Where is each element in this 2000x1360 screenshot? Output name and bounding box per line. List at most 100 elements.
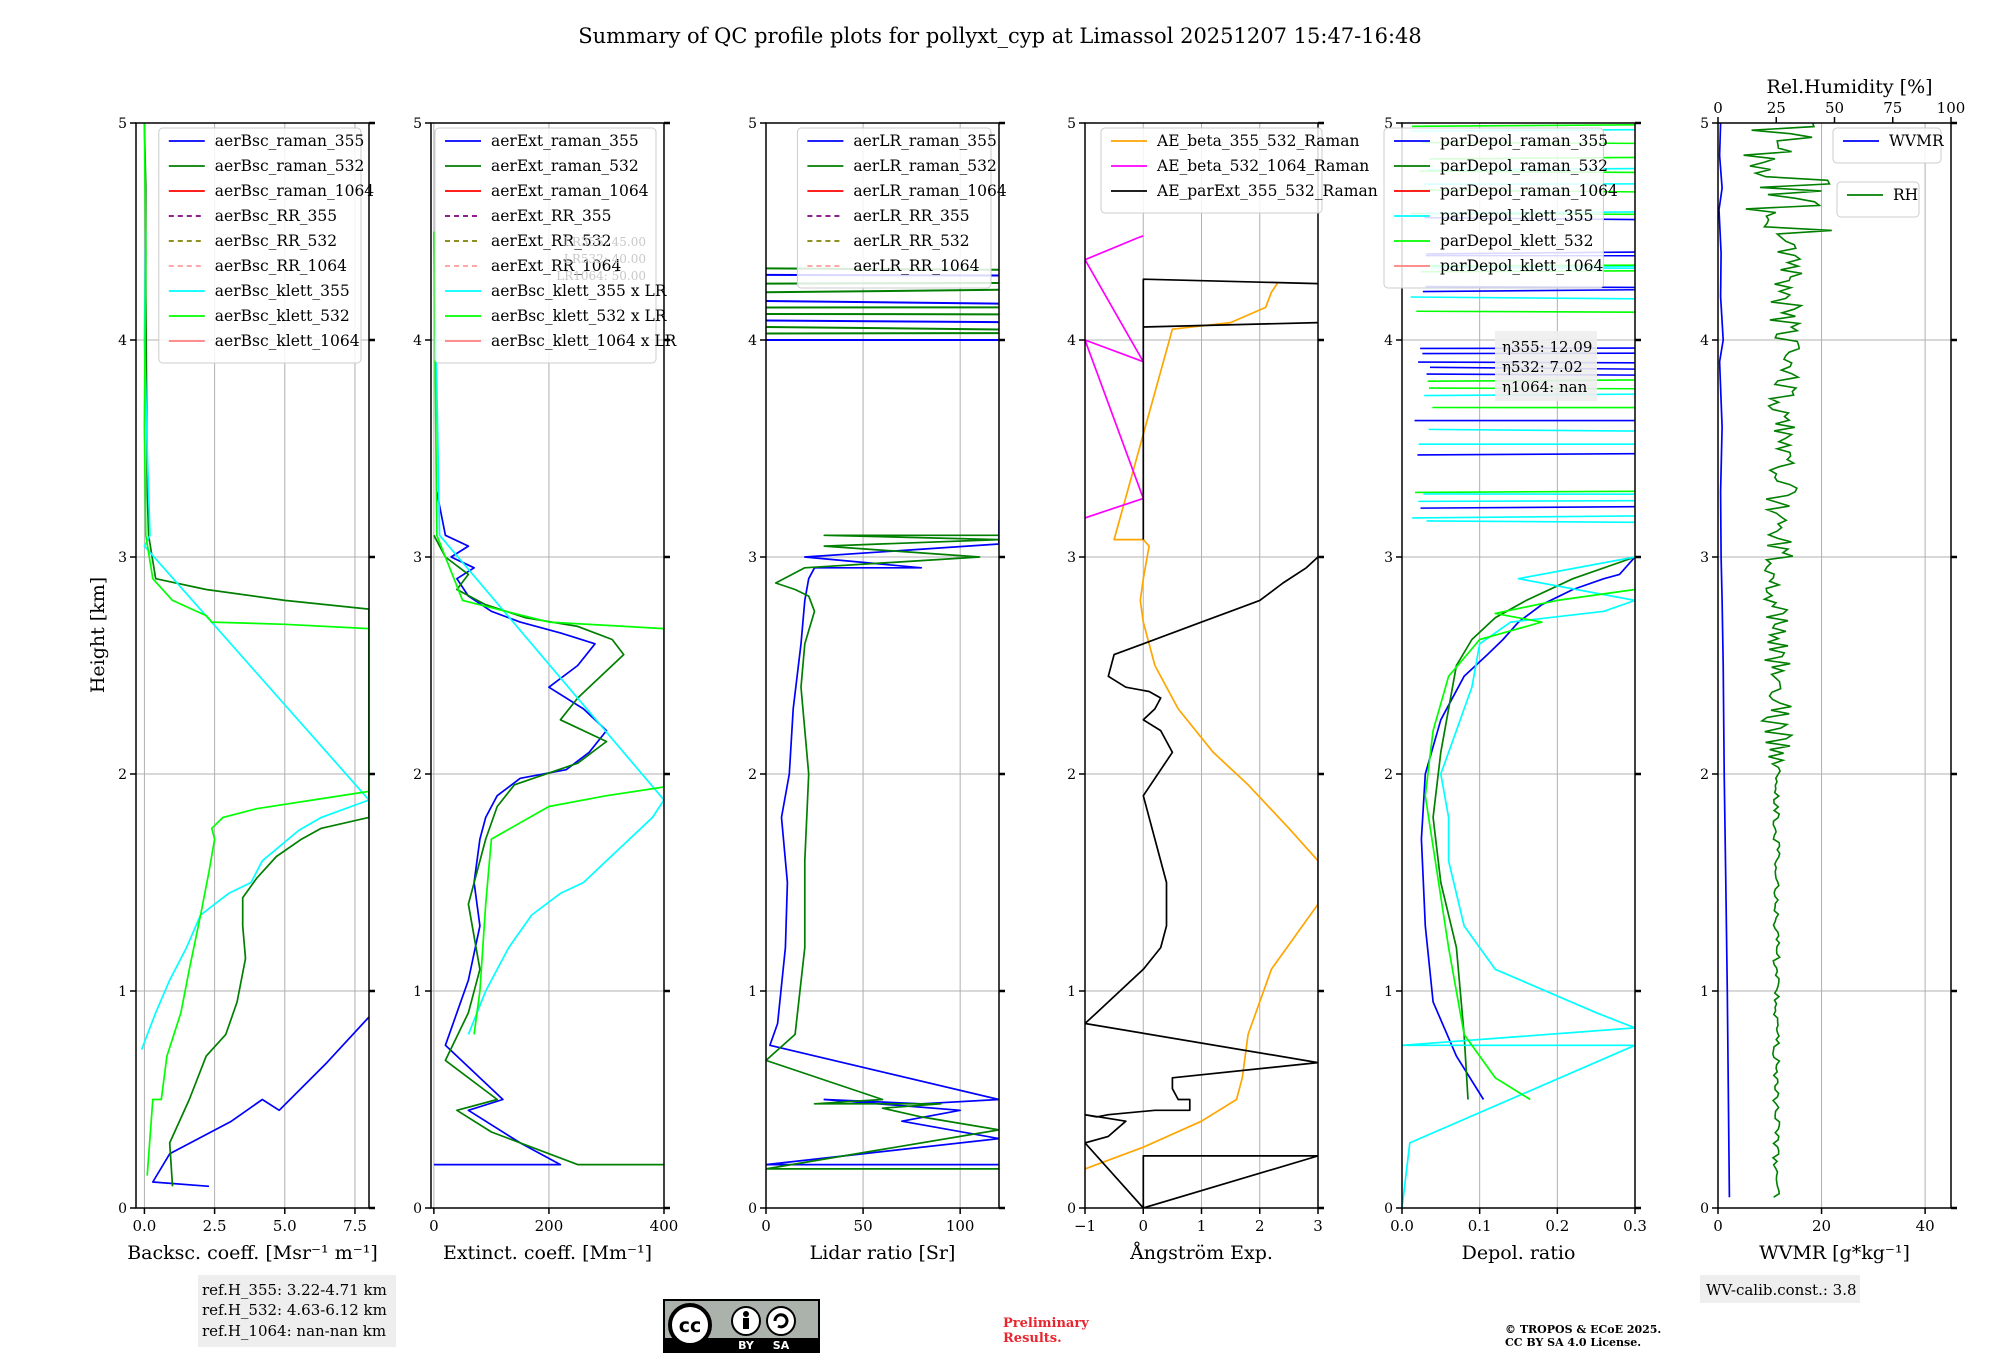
- xtick-label-3: 0.3: [1623, 1217, 1647, 1235]
- legend-box: [1836, 181, 1920, 218]
- xtick-label-0: 0: [761, 1217, 771, 1235]
- legend-label-0: aerBsc_raman_355: [215, 132, 365, 150]
- legend-label-3: parDepol_klett_355: [1440, 207, 1593, 225]
- legend-label-7: aerBsc_klett_532 x LR: [491, 307, 668, 325]
- legend-box: [158, 127, 362, 364]
- legend-label-5: aerExt_RR_1064: [491, 257, 622, 275]
- wv-calib-const: WV-calib.const.: 3.8: [1706, 1281, 1857, 1299]
- panel-bsc: 0 1 2 3 4 5 0.0 2.5 5.0 7.5 Backsc. coeff. [Msr⁻¹ …: [118, 116, 378, 1264]
- depol-noise-band-2: [1417, 452, 1635, 456]
- xtick-label-3: 7.5: [343, 1217, 367, 1235]
- ytick-label-0: 0: [1700, 1201, 1709, 1217]
- legend-label-0: aerExt_raman_355: [491, 132, 639, 150]
- eta-annotation-2: η1064: nan: [1502, 378, 1588, 396]
- lr-noise-band-2: [766, 325, 999, 331]
- lr-annotation-2: LR1064: 50.00: [556, 269, 646, 283]
- xtick-label-0: 0.0: [1390, 1217, 1414, 1235]
- legend-box: [434, 127, 657, 364]
- series-ext-6: [433, 231, 664, 1035]
- xtick-label-1: 200: [535, 1217, 564, 1235]
- xlabel: Ångström Exp.: [1129, 1242, 1273, 1264]
- ytick-label-4: 4: [1067, 333, 1076, 349]
- series-lr: [766, 267, 999, 1170]
- top-xtick-label-0: 0: [1713, 99, 1723, 117]
- xtick-label-1: 2.5: [203, 1217, 227, 1235]
- legend-box: [1100, 127, 1323, 214]
- top-xtick-label-1: 25: [1767, 99, 1786, 117]
- eta-annotation-box: [1495, 331, 1597, 401]
- depol-noise-band-24: [1410, 296, 1635, 300]
- ytick-label-0: 0: [118, 1201, 127, 1217]
- legend-label-1: AE_beta_532_1064_Raman: [1156, 157, 1369, 175]
- xtick-label-2: 0.2: [1545, 1217, 1569, 1235]
- legend-label-5: parDepol_klett_1064: [1440, 257, 1603, 275]
- xtick-label-0: 0: [429, 1217, 439, 1235]
- lr-noise-band-7: [766, 288, 999, 294]
- attribution-head: [743, 1311, 749, 1317]
- series-ae: [1085, 235, 1318, 1208]
- ytick-label-2: 2: [413, 767, 422, 783]
- share-alike-icon: [766, 1306, 796, 1336]
- xlabel: Extinct. coeff. [Mm⁻¹]: [443, 1242, 652, 1264]
- ytick-label-3: 3: [748, 550, 757, 566]
- xlabel: WVMR [g*kg⁻¹]: [1759, 1242, 1910, 1264]
- ytick-label-0: 0: [413, 1201, 422, 1217]
- depol-noise-band-32: [1422, 288, 1635, 293]
- copyright-line-1: © TROPOS & ECoE 2025.: [1505, 1323, 1661, 1336]
- legend-label-1: aerExt_raman_532: [491, 157, 639, 175]
- depol-noise-band-28: [1411, 123, 1635, 128]
- ytick-label-1: 1: [1067, 984, 1076, 1000]
- ytick-label-5: 5: [118, 116, 127, 132]
- legend-label-3: aerBsc_RR_355: [215, 207, 337, 225]
- legend-box: [1383, 127, 1604, 289]
- legend-label-4: parDepol_klett_532: [1440, 232, 1593, 250]
- ytick-label-2: 2: [1067, 767, 1076, 783]
- legend-label-4: aerLR_RR_532: [853, 232, 969, 250]
- xtick-label-0: −1: [1074, 1217, 1096, 1235]
- ytick-label-2: 2: [118, 767, 127, 783]
- ytick-label-3: 3: [413, 550, 422, 566]
- axes-frame: [1401, 122, 1636, 1209]
- depol-noise-band-21: [1426, 520, 1635, 524]
- xtick-label-1: 20: [1812, 1217, 1831, 1235]
- ytick-label-4: 4: [1384, 333, 1393, 349]
- xtick-label-1: 50: [854, 1217, 873, 1235]
- legend-label-3: aerExt_RR_355: [491, 207, 612, 225]
- xtick-label-2: 1: [1197, 1217, 1207, 1235]
- legend-label-2: aerExt_raman_1064: [491, 182, 649, 200]
- copyright-line-2: CC BY SA 4.0 License.: [1505, 1336, 1641, 1349]
- cc-by-label: BY: [738, 1339, 755, 1352]
- legend-label-1: aerLR_raman_532: [853, 157, 996, 175]
- legend-label-0: aerLR_raman_355: [853, 132, 996, 150]
- lr-annotation-0: LR355: 45.00: [564, 235, 646, 249]
- legend-label-5: aerLR_RR_1064: [853, 257, 979, 275]
- xtick-label-0: 0.0: [132, 1217, 156, 1235]
- legend-label-7: aerBsc_klett_532: [215, 307, 350, 325]
- top-xtick-label-4: 100: [1937, 99, 1966, 117]
- axes-frame: [1717, 122, 1952, 1209]
- eta-annotation-0: η355: 12.09: [1502, 338, 1592, 356]
- cc-license-badge: cc BY SA: [663, 1299, 820, 1353]
- figure-title: Summary of QC profile plots for pollyxt_…: [578, 24, 1422, 48]
- xtick-label-2: 5.0: [273, 1217, 297, 1235]
- ref-heights-box: [198, 1275, 396, 1347]
- preliminary-line-2: Results.: [1003, 1331, 1062, 1346]
- ytick-label-2: 2: [1700, 767, 1709, 783]
- lr-noise-band-6: [766, 299, 999, 305]
- xtick-label-0: 0: [1713, 1217, 1723, 1235]
- series-depol-0: [1420, 556, 1635, 1100]
- series-lr-1: [766, 534, 999, 1170]
- ytick-label-4: 4: [413, 333, 422, 349]
- cc-logo-text: cc: [679, 1315, 702, 1337]
- xtick-label-4: 3: [1313, 1217, 1323, 1235]
- legend-label-3: aerLR_RR_355: [853, 207, 969, 225]
- xtick-label-2: 100: [946, 1217, 975, 1235]
- series-bsc: [140, 123, 369, 1188]
- axes-frame: [765, 122, 1000, 1209]
- ytick-label-2: 2: [748, 767, 757, 783]
- legend-label-0: WVMR: [1889, 132, 1945, 150]
- attribution-body: [743, 1318, 749, 1329]
- ytick-label-1: 1: [748, 984, 757, 1000]
- ytick-label-1: 1: [1700, 984, 1709, 1000]
